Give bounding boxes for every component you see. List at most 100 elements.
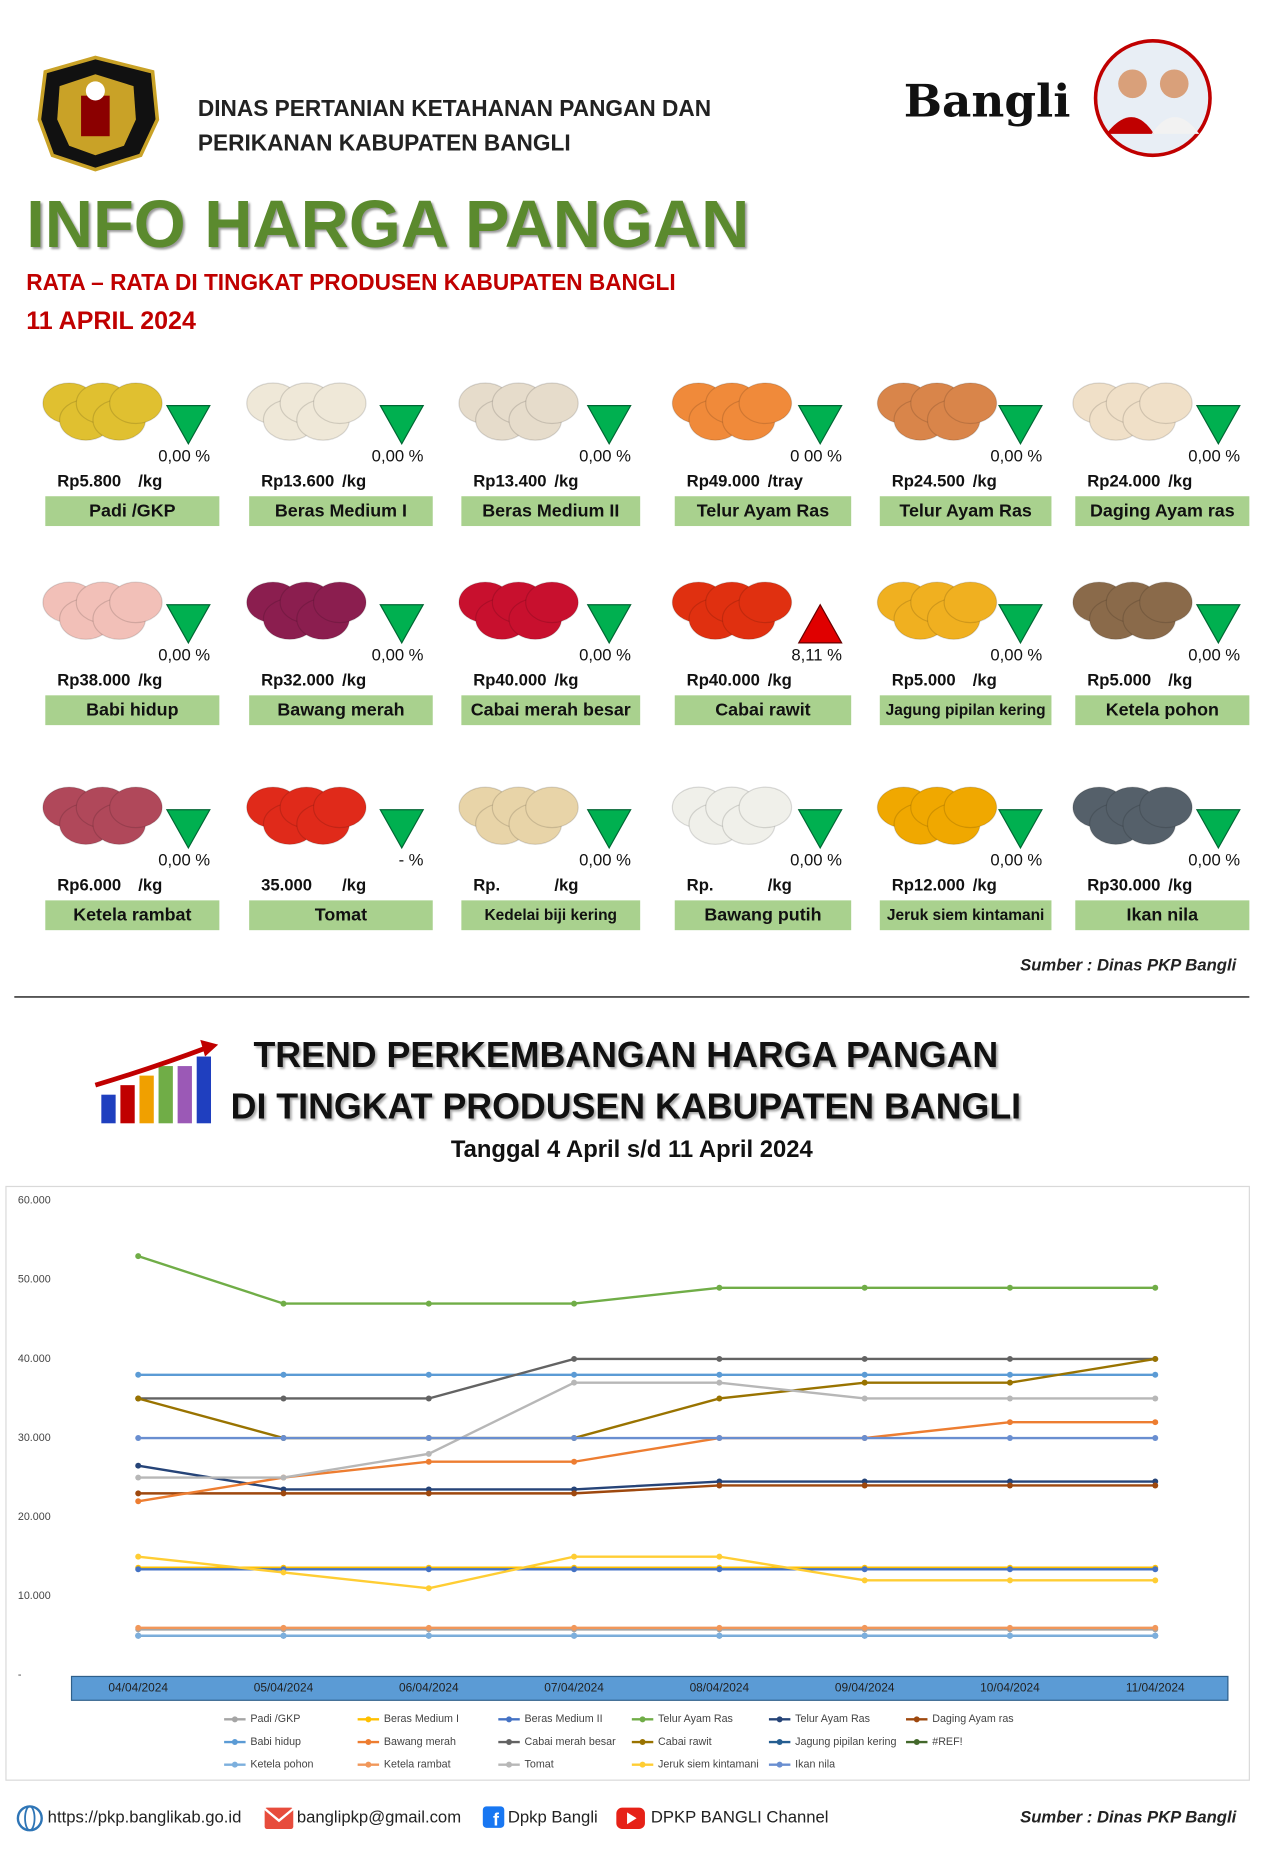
legend-marker	[365, 1739, 372, 1745]
change: 0,00	[372, 446, 404, 465]
food-shape	[525, 581, 579, 624]
point	[1006, 1355, 1013, 1362]
price-unit: /kg	[1168, 670, 1192, 689]
price-unit: /kg	[138, 670, 162, 689]
change-unit: %	[195, 645, 210, 664]
legend-label: Telur Ayam Ras	[658, 1713, 733, 1725]
food-shape	[525, 786, 579, 829]
trend-icon	[94, 1039, 219, 1124]
x-tick-label: 10/04/2024	[980, 1681, 1040, 1695]
point	[716, 1553, 723, 1560]
price: Rp38.000	[57, 670, 130, 689]
series-line	[138, 1381, 1156, 1479]
point	[1152, 1355, 1159, 1362]
point	[1152, 1371, 1159, 1378]
change: 0,00	[158, 645, 190, 664]
point	[280, 1371, 287, 1378]
change-unit: %	[827, 850, 842, 869]
item-name: Tomat	[315, 905, 367, 925]
point	[135, 1371, 142, 1378]
change-unit: %	[1225, 850, 1240, 869]
legend-label: Ikan nila	[795, 1758, 835, 1770]
series-line	[138, 1421, 1156, 1503]
point	[135, 1624, 142, 1631]
y-tick-label: 60.000	[18, 1195, 51, 1207]
trend-down	[997, 809, 1043, 850]
food-shape	[1139, 382, 1193, 425]
point	[280, 1490, 287, 1497]
legend-marker	[506, 1761, 513, 1768]
change-unit: %	[409, 645, 424, 664]
price-unit: /kg	[973, 471, 997, 490]
x-tick-label: 09/04/2024	[835, 1681, 895, 1695]
y-tick-label: -	[18, 1669, 22, 1681]
food-shape	[1139, 786, 1193, 829]
youtube[interactable]: DPKP BANGLI Channel	[651, 1808, 829, 1827]
food-shape	[943, 382, 998, 425]
price: Rp32.000	[261, 670, 334, 689]
y-tick-label: 40.000	[18, 1353, 51, 1365]
legend-marker	[639, 1739, 646, 1745]
point	[571, 1300, 578, 1307]
item-name: Jagung pipilan kering	[886, 702, 1046, 719]
point	[425, 1458, 432, 1465]
price: Rp5.000	[1087, 670, 1151, 689]
item-name: Beras Medium II	[482, 500, 619, 520]
x-tick-label: 08/04/2024	[690, 1681, 750, 1695]
point	[425, 1435, 432, 1441]
legend-label: Jeruk siem kintamani	[658, 1758, 759, 1770]
email[interactable]: banglipkp@gmail.com	[297, 1808, 461, 1827]
trend-down	[797, 809, 843, 850]
food-shape	[738, 786, 793, 829]
price-unit: /kg	[768, 670, 792, 689]
x-tick-label: 05/04/2024	[254, 1681, 314, 1695]
change: 0,00	[1188, 446, 1220, 465]
legend-marker	[365, 1761, 372, 1768]
trend-down	[1195, 604, 1241, 645]
trend-down	[1195, 809, 1241, 850]
point	[571, 1553, 578, 1560]
point	[425, 1371, 432, 1378]
facebook[interactable]: Dpkp Bangli	[508, 1808, 598, 1827]
item-name: Kedelai biji kering	[484, 907, 617, 924]
org-line: DINAS PERTANIAN KETAHANAN PANGAN DAN	[198, 95, 711, 121]
change: 0 00	[790, 446, 822, 465]
price: Rp49.000	[687, 471, 760, 490]
change-unit: %	[1225, 645, 1240, 664]
trend-title: DI TINGKAT PRODUSEN KABUPATEN BANGLI	[231, 1086, 1021, 1126]
trend-down	[165, 809, 211, 850]
point	[861, 1355, 868, 1362]
change-unit: %	[827, 645, 842, 664]
bangli-logo: Bangli	[904, 74, 1071, 128]
price: Rp30.000	[1087, 875, 1160, 894]
trend-title: TREND PERKEMBANGAN HARGA PANGAN	[253, 1035, 998, 1075]
point	[1006, 1395, 1013, 1402]
food-image	[1072, 382, 1193, 441]
change-unit: %	[1027, 446, 1042, 465]
change: 0,00	[990, 645, 1022, 664]
food-image	[42, 786, 163, 845]
point	[280, 1300, 287, 1307]
subtitle: RATA – RATA DI TINGKAT PRODUSEN KABUPATE…	[26, 269, 675, 295]
food-image	[876, 581, 998, 640]
trend-down	[586, 604, 632, 645]
name-box	[249, 695, 433, 726]
date: 11 APRIL 2024	[26, 307, 196, 335]
item-name: Jeruk siem kintamani	[887, 907, 1045, 924]
point	[861, 1624, 868, 1631]
food-shape	[109, 581, 163, 624]
point	[1152, 1395, 1159, 1402]
change-unit: %	[616, 446, 631, 465]
y-tick-label: 10.000	[18, 1590, 51, 1602]
point	[861, 1371, 868, 1378]
trend-down	[586, 405, 632, 446]
point	[425, 1490, 432, 1497]
footer-icons: f	[16, 1805, 645, 1832]
legend-marker	[231, 1739, 238, 1745]
point	[716, 1395, 723, 1402]
website[interactable]: https://pkp.banglikab.go.id	[48, 1808, 242, 1827]
point	[1006, 1482, 1013, 1489]
change: 0,00	[158, 850, 190, 869]
item-name: Bawang putih	[704, 905, 821, 925]
